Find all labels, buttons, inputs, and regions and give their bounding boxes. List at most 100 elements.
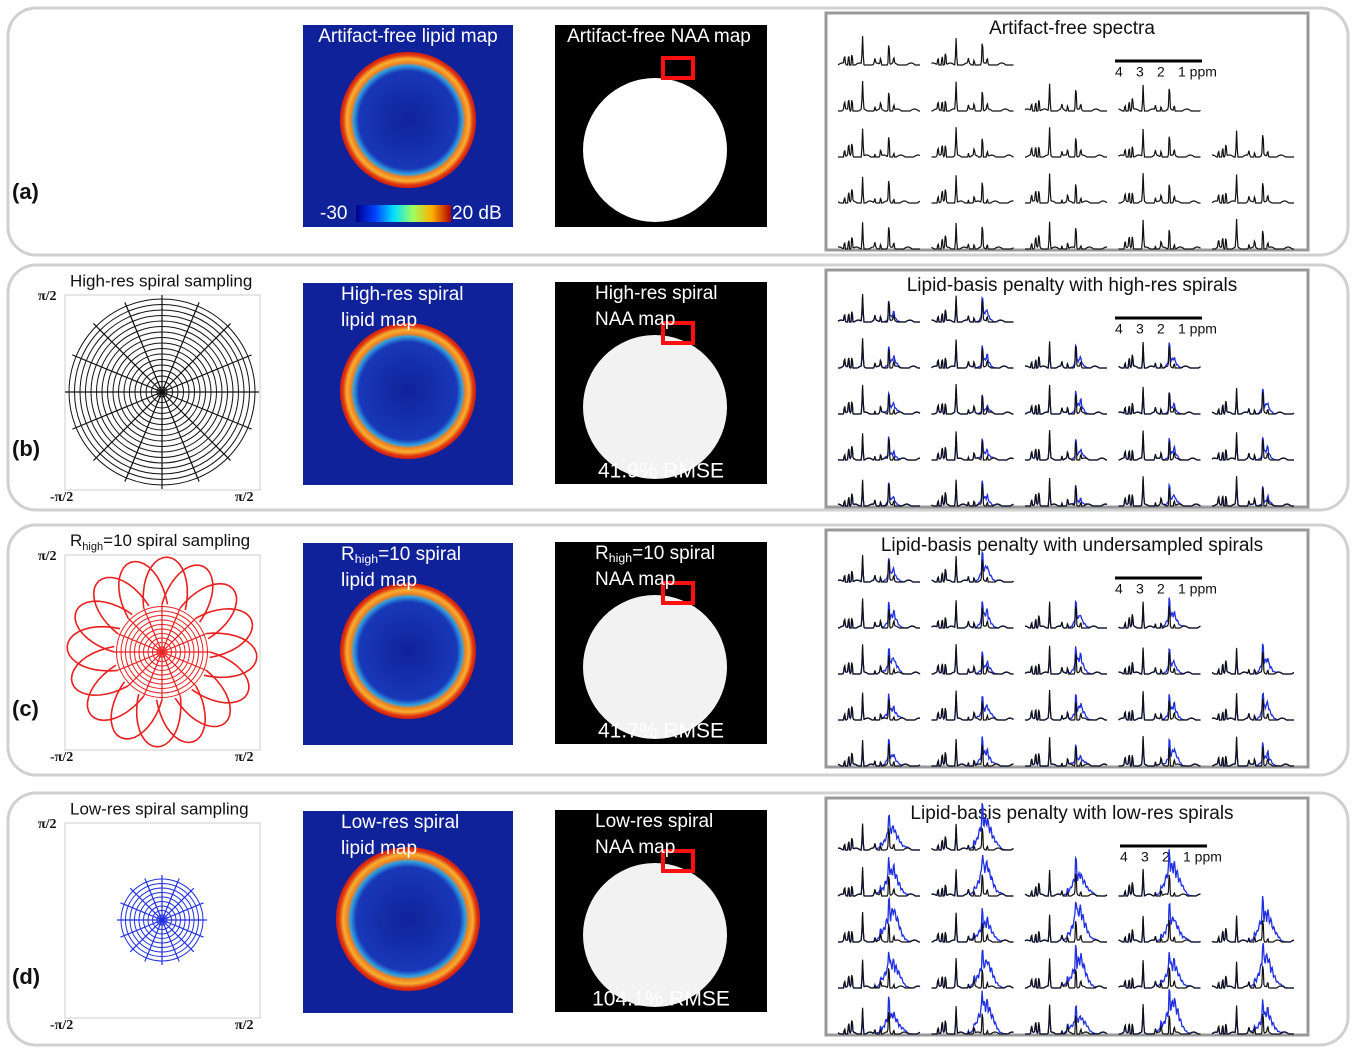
spectrum xyxy=(931,222,1014,250)
trajectory xyxy=(124,391,163,482)
scale-label: 2 xyxy=(1157,64,1165,80)
trajectory xyxy=(161,919,195,953)
axis-label: π/2 xyxy=(38,289,57,304)
spectrum xyxy=(931,38,1014,66)
spectrum xyxy=(837,867,920,897)
trajectory xyxy=(127,651,163,687)
spectrum xyxy=(931,127,1014,158)
scale-label: 3 xyxy=(1136,64,1144,80)
trajectory xyxy=(129,887,163,921)
trajectory xyxy=(92,322,163,393)
trajectory xyxy=(161,354,252,393)
trajectory xyxy=(161,651,181,697)
spectrum xyxy=(1118,735,1201,768)
spectrum xyxy=(1211,1005,1294,1035)
spectrum xyxy=(931,912,1014,943)
spectrum xyxy=(1025,127,1107,158)
spectrum xyxy=(1212,130,1294,158)
scale-label: 1 ppm xyxy=(1178,321,1217,337)
spectrum xyxy=(1024,341,1107,369)
trajectory xyxy=(195,607,254,659)
trajectory xyxy=(120,919,163,938)
naa-map-title: Artifact-free NAA map xyxy=(567,26,751,47)
spectrum xyxy=(1118,386,1201,415)
trajectory xyxy=(117,633,163,653)
spectrum xyxy=(931,81,1014,112)
naa-disc xyxy=(583,595,727,739)
trajectory xyxy=(161,322,232,393)
text-part: R xyxy=(341,544,355,565)
rmse-label: 41.7% RMSE xyxy=(598,720,724,743)
panel-label: (a) xyxy=(12,179,39,204)
spectrum xyxy=(1118,173,1201,204)
naa-map-title: High-res spiral xyxy=(595,283,717,304)
spectrum xyxy=(931,555,1014,584)
axis-label: π/2 xyxy=(235,750,254,765)
sampling-title: Low-res spiral sampling xyxy=(70,799,249,818)
naa-disc xyxy=(583,78,727,222)
spectrum xyxy=(838,959,921,989)
trajectory xyxy=(92,391,163,462)
trajectory xyxy=(127,617,163,653)
spectrum xyxy=(1118,691,1201,721)
spectrum xyxy=(1118,915,1201,944)
trajectory xyxy=(117,651,163,671)
panel-frame xyxy=(6,523,1350,777)
scale-label: 1 ppm xyxy=(1178,581,1217,597)
spectrum xyxy=(931,823,1014,851)
sampling-title: Rhigh=10 spiral sampling xyxy=(70,531,250,552)
spectra-title: Lipid-basis penalty with undersampled sp… xyxy=(881,535,1263,556)
colorbar-label: 20 dB xyxy=(452,203,502,224)
spectra-title: Lipid-basis penalty with low-res spirals xyxy=(910,803,1233,824)
colorbar-label: -30 xyxy=(320,203,347,224)
spectrum xyxy=(1212,218,1294,251)
lipid-map-title: Low-res spiral xyxy=(341,812,459,833)
roi-box xyxy=(661,321,695,345)
naa-map-title: Rhigh=10 spiral xyxy=(595,543,715,565)
trajectory xyxy=(161,887,195,921)
spectrum xyxy=(1211,432,1294,461)
naa-map-title: NAA map xyxy=(595,569,675,590)
spectrum xyxy=(838,128,921,158)
plot-frame xyxy=(64,554,261,751)
trajectory xyxy=(161,391,252,430)
sampling-title: High-res spiral sampling xyxy=(70,271,252,290)
naa-map-title: NAA map xyxy=(595,309,675,330)
trajectory xyxy=(161,902,204,921)
scale-label: 2 xyxy=(1157,581,1165,597)
trajectory xyxy=(161,878,180,921)
spectrum xyxy=(1024,601,1108,630)
spectrum xyxy=(931,383,1014,416)
trajectory xyxy=(161,564,214,623)
panel-label: (b) xyxy=(12,436,40,461)
text-part: R xyxy=(595,543,609,564)
text-part: =10 spiral xyxy=(632,543,715,564)
spectrum xyxy=(1118,430,1201,461)
spectrum xyxy=(838,911,920,944)
spectra-frame xyxy=(824,528,1310,769)
trajectory xyxy=(120,902,163,921)
roi-box xyxy=(661,849,695,873)
trajectory xyxy=(92,576,150,635)
trajectory xyxy=(144,919,163,962)
trajectory xyxy=(161,633,207,653)
spectrum xyxy=(1118,84,1201,113)
trajectory xyxy=(203,632,258,679)
spectrum xyxy=(1118,601,1201,629)
scale-label: 4 xyxy=(1120,849,1128,865)
trajectory xyxy=(72,354,163,393)
trajectory xyxy=(161,302,200,393)
spectrum xyxy=(1025,430,1107,462)
scale-label: 2 xyxy=(1162,849,1170,865)
spectrum xyxy=(931,869,1014,897)
panel-label: (d) xyxy=(12,964,40,989)
spectrum xyxy=(838,384,921,415)
spectrum xyxy=(1025,1004,1108,1035)
spectrum xyxy=(1118,476,1201,507)
trajectory xyxy=(135,693,182,748)
spectrum xyxy=(1118,647,1201,675)
spectrum xyxy=(1118,128,1201,158)
spectrum xyxy=(1025,221,1107,250)
spectrum xyxy=(931,738,1014,767)
spectrum xyxy=(931,1006,1014,1035)
